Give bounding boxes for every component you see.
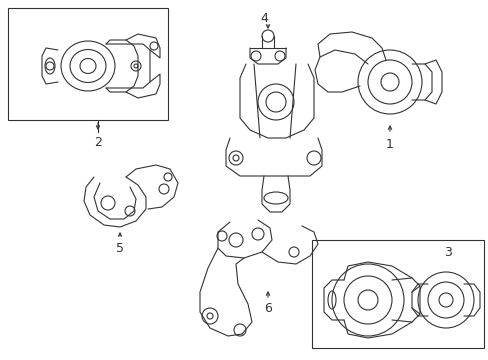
Text: 6: 6 (264, 302, 271, 315)
Text: 4: 4 (260, 12, 267, 24)
Text: 1: 1 (385, 138, 393, 150)
Text: 3: 3 (443, 246, 451, 258)
Text: 5: 5 (116, 243, 124, 256)
Text: 2: 2 (94, 135, 102, 148)
Bar (8, 8, 168, 120)
Bar (311, 240, 483, 348)
Circle shape (232, 155, 239, 161)
